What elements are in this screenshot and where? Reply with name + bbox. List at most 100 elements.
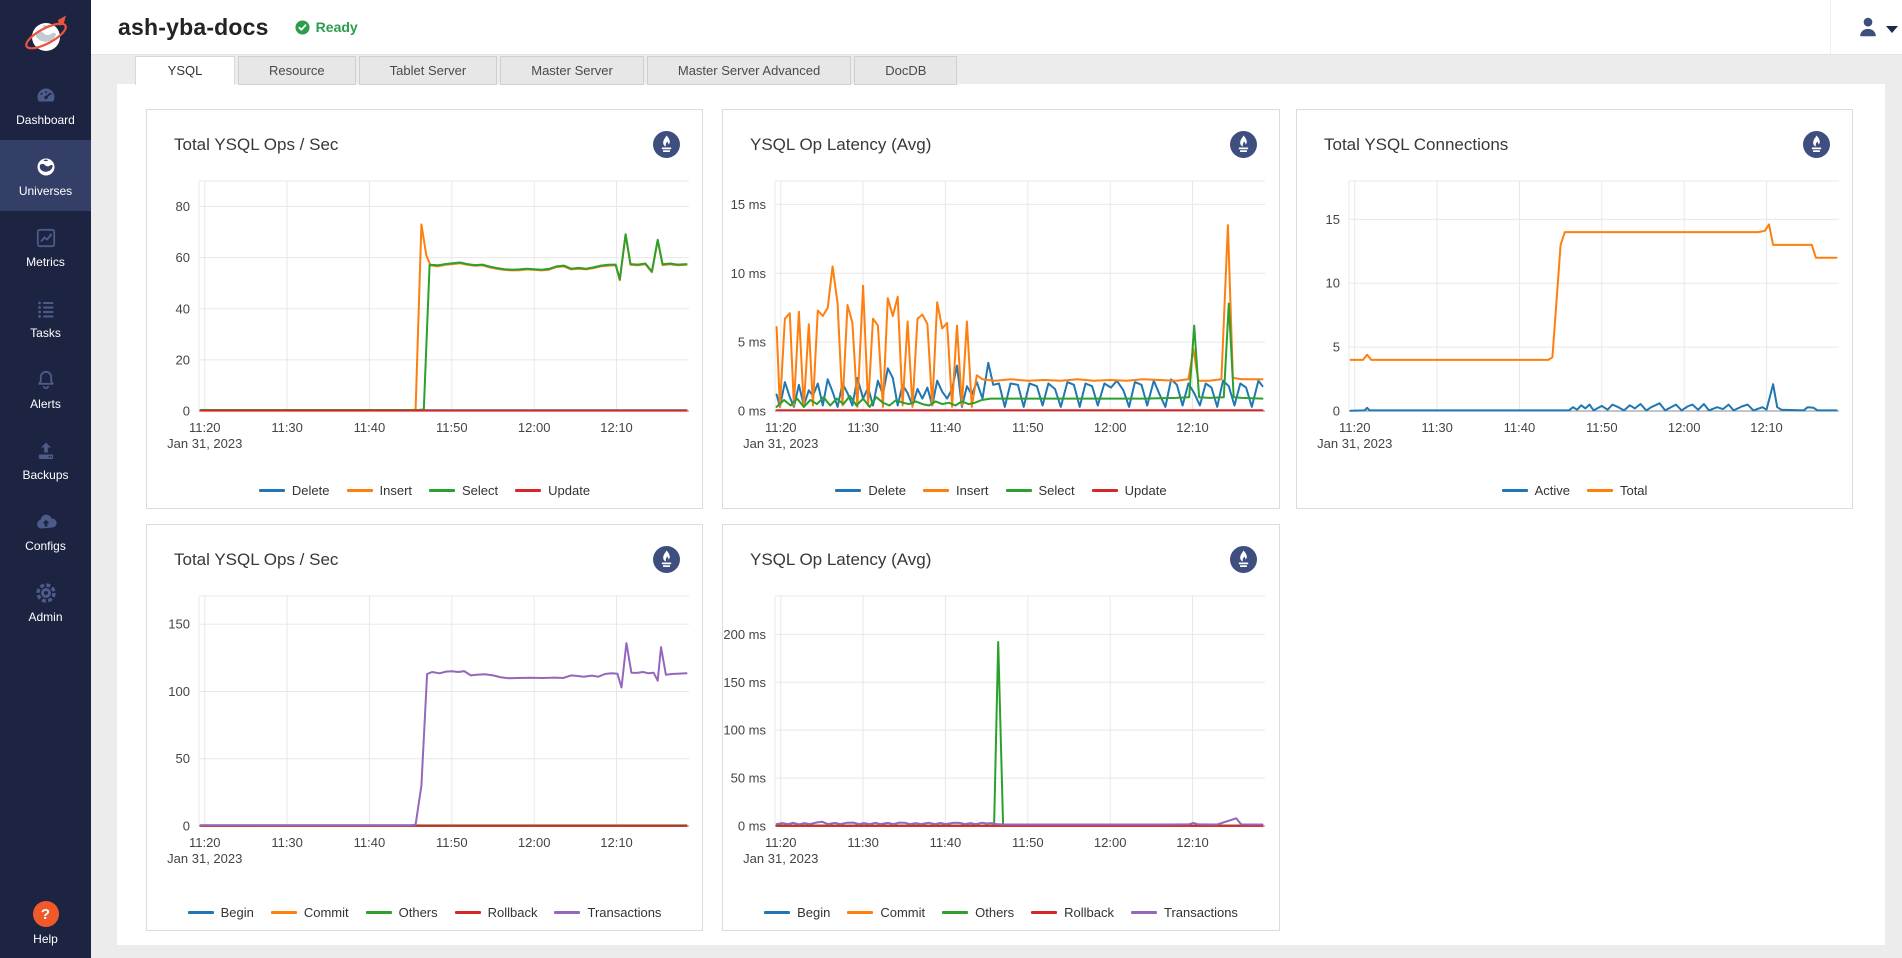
svg-text:11:30: 11:30 bbox=[1421, 420, 1453, 435]
legend-swatch bbox=[764, 911, 790, 914]
svg-text:10 ms: 10 ms bbox=[731, 266, 767, 281]
legend-item-others[interactable]: Others bbox=[942, 905, 1014, 920]
svg-text:20: 20 bbox=[176, 352, 190, 367]
legend-item-select[interactable]: Select bbox=[429, 483, 498, 498]
sidebar-item-label: Configs bbox=[25, 539, 66, 553]
legend-item-rollback[interactable]: Rollback bbox=[1031, 905, 1114, 920]
legend-item-insert[interactable]: Insert bbox=[347, 483, 413, 498]
svg-text:0 ms: 0 ms bbox=[738, 819, 767, 834]
sidebar-item-label: Metrics bbox=[26, 255, 65, 269]
sidebar-item-label: Dashboard bbox=[16, 113, 75, 127]
chart-canvas[interactable]: 05101511:20Jan 31, 202311:3011:4011:5012… bbox=[1297, 170, 1852, 460]
tab-resource[interactable]: Resource bbox=[238, 56, 356, 85]
prometheus-icon[interactable] bbox=[653, 131, 680, 158]
svg-text:11:20: 11:20 bbox=[189, 835, 221, 850]
svg-text:10: 10 bbox=[1326, 276, 1340, 291]
tab-master-server-advanced[interactable]: Master Server Advanced bbox=[647, 56, 851, 85]
legend-label: Begin bbox=[221, 905, 254, 920]
chart-title: Total YSQL Ops / Sec bbox=[147, 110, 702, 155]
chart-canvas[interactable]: 05010015011:20Jan 31, 202311:3011:4011:5… bbox=[147, 585, 702, 875]
universe-globe-icon bbox=[34, 155, 58, 179]
legend-item-insert[interactable]: Insert bbox=[923, 483, 989, 498]
legend-item-commit[interactable]: Commit bbox=[271, 905, 349, 920]
svg-text:11:20: 11:20 bbox=[1339, 420, 1371, 435]
sidebar: Dashboard Universes Metrics Tasks bbox=[0, 0, 91, 958]
svg-text:11:50: 11:50 bbox=[436, 835, 468, 850]
status-label: Ready bbox=[316, 19, 358, 35]
tab-tablet-server[interactable]: Tablet Server bbox=[359, 56, 498, 85]
svg-text:12:10: 12:10 bbox=[600, 420, 633, 435]
app-logo[interactable] bbox=[0, 0, 91, 69]
legend-item-delete[interactable]: Delete bbox=[835, 483, 906, 498]
legend-item-transactions[interactable]: Transactions bbox=[1131, 905, 1238, 920]
ready-check-icon bbox=[295, 20, 310, 35]
sidebar-item-metrics[interactable]: Metrics bbox=[0, 211, 91, 282]
svg-text:11:50: 11:50 bbox=[1012, 835, 1044, 850]
chart-title: YSQL Op Latency (Avg) bbox=[723, 525, 1279, 570]
legend-item-total[interactable]: Total bbox=[1587, 483, 1647, 498]
legend-label: Others bbox=[975, 905, 1014, 920]
sidebar-item-help[interactable]: ? Help bbox=[0, 901, 91, 946]
svg-text:11:40: 11:40 bbox=[1504, 420, 1536, 435]
legend-label: Select bbox=[462, 483, 498, 498]
legend-item-delete[interactable]: Delete bbox=[259, 483, 330, 498]
prometheus-icon[interactable] bbox=[653, 546, 680, 573]
legend-item-begin[interactable]: Begin bbox=[764, 905, 830, 920]
sidebar-item-universes[interactable]: Universes bbox=[0, 140, 91, 211]
sidebar-item-backups[interactable]: Backups bbox=[0, 424, 91, 495]
chart-canvas[interactable]: 0 ms5 ms10 ms15 ms11:20Jan 31, 202311:30… bbox=[723, 170, 1278, 460]
legend-label: Delete bbox=[292, 483, 330, 498]
tab-ysql[interactable]: YSQL bbox=[135, 56, 235, 85]
legend-label: Total bbox=[1620, 483, 1647, 498]
legend-label: Rollback bbox=[1064, 905, 1114, 920]
legend-item-rollback[interactable]: Rollback bbox=[455, 905, 538, 920]
prometheus-icon[interactable] bbox=[1230, 131, 1257, 158]
chart-legend: Active Total bbox=[1297, 483, 1852, 498]
sidebar-item-label: Tasks bbox=[30, 326, 61, 340]
legend-swatch bbox=[515, 489, 541, 492]
legend-item-others[interactable]: Others bbox=[366, 905, 438, 920]
legend-swatch bbox=[366, 911, 392, 914]
svg-text:11:30: 11:30 bbox=[271, 420, 303, 435]
legend-item-active[interactable]: Active bbox=[1502, 483, 1570, 498]
metrics-tabs: YSQL Resource Tablet Server Master Serve… bbox=[135, 56, 957, 85]
sidebar-item-label: Help bbox=[33, 932, 58, 946]
legend-swatch bbox=[1006, 489, 1032, 492]
svg-text:11:50: 11:50 bbox=[1586, 420, 1618, 435]
legend-swatch bbox=[1092, 489, 1118, 492]
svg-text:12:00: 12:00 bbox=[1094, 420, 1127, 435]
legend-label: Update bbox=[1125, 483, 1167, 498]
sidebar-item-tasks[interactable]: Tasks bbox=[0, 282, 91, 353]
svg-text:11:40: 11:40 bbox=[354, 420, 386, 435]
legend-item-update[interactable]: Update bbox=[1092, 483, 1167, 498]
tasks-list-icon bbox=[34, 297, 58, 321]
sidebar-item-admin[interactable]: Admin bbox=[0, 566, 91, 637]
svg-text:60: 60 bbox=[176, 250, 190, 265]
svg-text:12:10: 12:10 bbox=[1176, 420, 1209, 435]
prometheus-icon[interactable] bbox=[1230, 546, 1257, 573]
chart-legend: Delete Insert Select Update bbox=[147, 483, 702, 498]
chart-title: Total YSQL Connections bbox=[1297, 110, 1852, 155]
chart-canvas[interactable]: 0 ms50 ms100 ms150 ms200 ms11:20Jan 31, … bbox=[723, 585, 1278, 875]
legend-item-commit[interactable]: Commit bbox=[847, 905, 925, 920]
legend-item-transactions[interactable]: Transactions bbox=[554, 905, 661, 920]
chart-panel-total-ysql-ops: Total YSQL Ops / Sec 02040608011:20Jan 3… bbox=[146, 109, 703, 509]
sidebar-item-dashboard[interactable]: Dashboard bbox=[0, 69, 91, 140]
legend-label: Update bbox=[548, 483, 590, 498]
sidebar-item-alerts[interactable]: Alerts bbox=[0, 353, 91, 424]
sidebar-item-configs[interactable]: Configs bbox=[0, 495, 91, 566]
legend-item-begin[interactable]: Begin bbox=[188, 905, 254, 920]
legend-item-select[interactable]: Select bbox=[1006, 483, 1075, 498]
chart-canvas[interactable]: 02040608011:20Jan 31, 202311:3011:4011:5… bbox=[147, 170, 702, 460]
legend-swatch bbox=[942, 911, 968, 914]
tab-docdb[interactable]: DocDB bbox=[854, 56, 957, 85]
user-menu[interactable] bbox=[1830, 0, 1902, 54]
legend-item-update[interactable]: Update bbox=[515, 483, 590, 498]
tab-master-server[interactable]: Master Server bbox=[500, 56, 644, 85]
prometheus-icon[interactable] bbox=[1803, 131, 1830, 158]
svg-text:12:00: 12:00 bbox=[518, 835, 551, 850]
legend-label: Rollback bbox=[488, 905, 538, 920]
backups-upload-icon bbox=[34, 439, 58, 463]
chart-panel-ysql-op-latency: YSQL Op Latency (Avg) 0 ms5 ms10 ms15 ms… bbox=[722, 109, 1280, 509]
chart-panel-total-ysql-connections: Total YSQL Connections 05101511:20Jan 31… bbox=[1296, 109, 1853, 509]
